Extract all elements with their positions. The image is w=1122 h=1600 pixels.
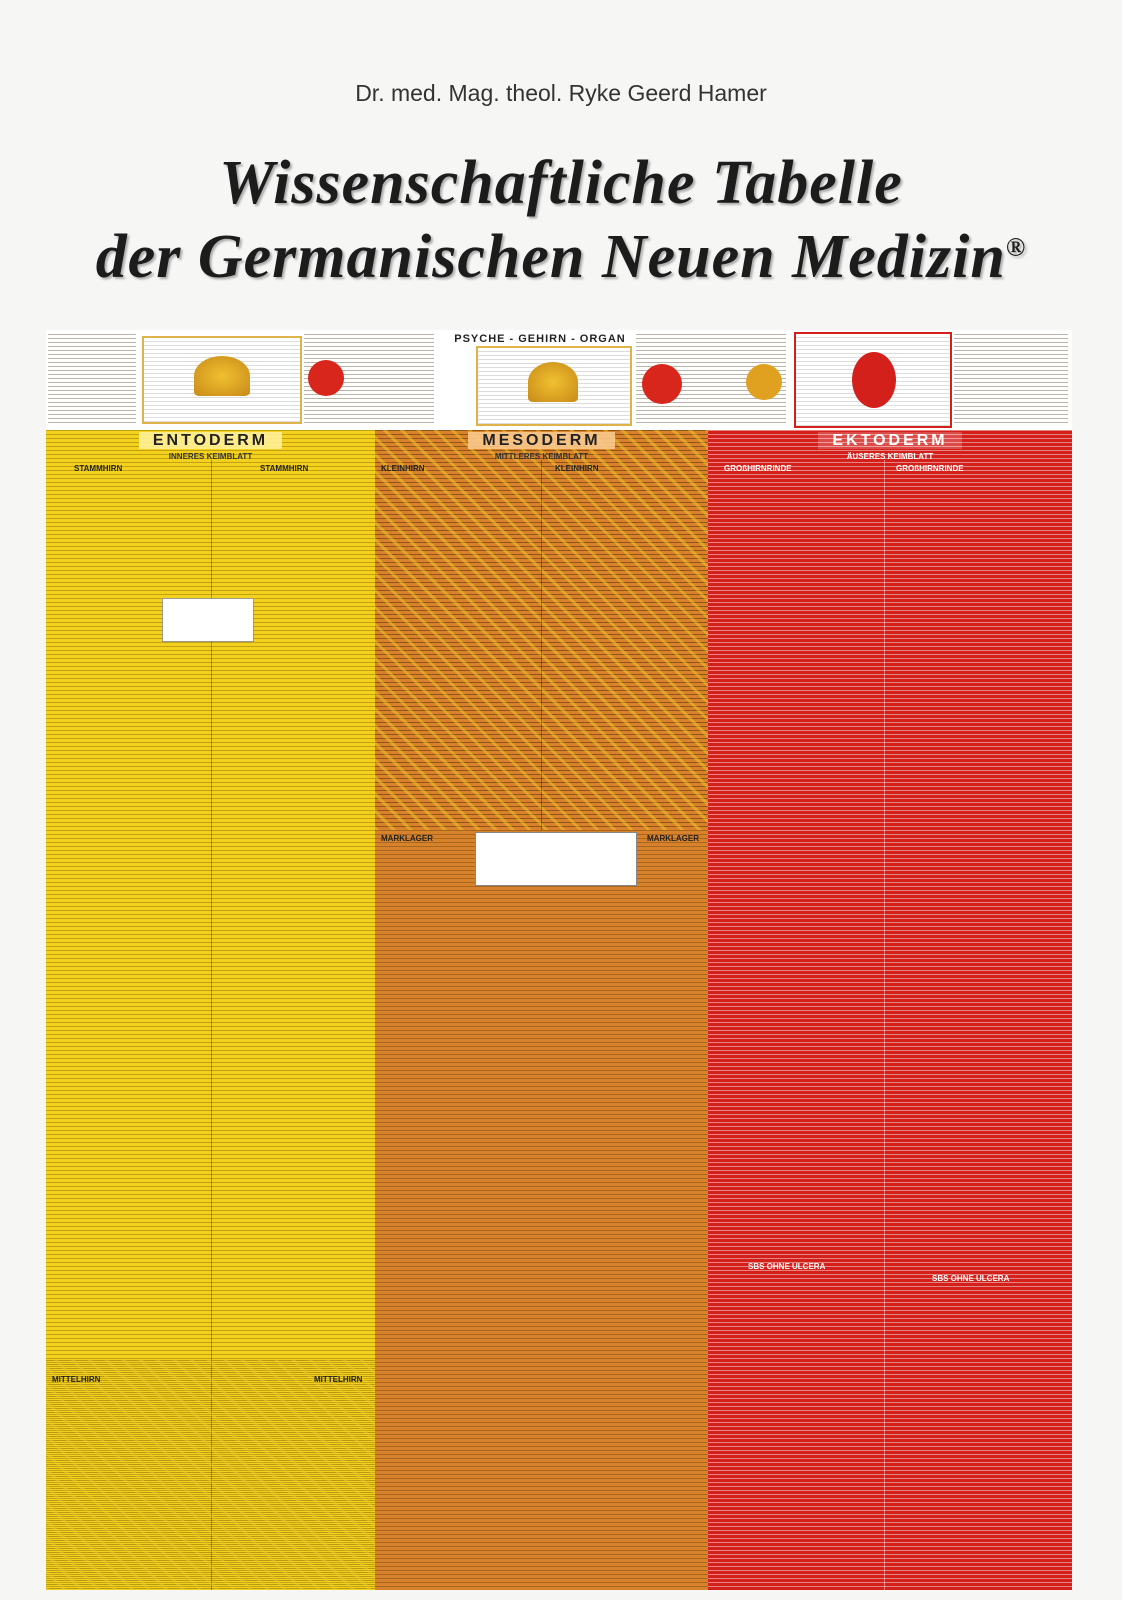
divider <box>211 460 212 1590</box>
column-subtitle: ÄUSERES KEIMBLATT <box>846 452 934 461</box>
column-title: MESODERM <box>468 432 615 449</box>
diagram-box <box>794 332 952 428</box>
section-label: MARKLAGER <box>647 834 699 843</box>
column-title: ENTODERM <box>138 432 283 449</box>
icon <box>746 364 782 400</box>
section-label: GROßHIRNRINDE <box>724 464 792 473</box>
column-ektoderm: EKTODERM ÄUSERES KEIMBLATT GROßHIRNRINDE… <box>708 430 1072 1590</box>
figure <box>475 832 637 886</box>
title-line: Wissenschaftliche Tabelle <box>219 149 903 217</box>
icon <box>642 364 682 404</box>
poster-header-strip <box>46 330 1072 430</box>
column-subtitle: INNERES KEIMBLATT <box>168 452 253 461</box>
diagram-box <box>476 346 632 426</box>
divider <box>541 460 542 830</box>
figure <box>162 598 254 642</box>
poster-header: PSYCHE - GEHIRN - ORGAN <box>454 333 626 345</box>
column-subtitle: MITTLERES KEIMBLATT <box>494 452 589 461</box>
section-label: MARKLAGER <box>381 834 433 843</box>
section-label: KLEINHIRN <box>381 464 425 473</box>
title-text: der Germanischen Neuen Medizin <box>95 223 1006 291</box>
brain-icon <box>528 362 578 402</box>
divider <box>884 460 885 1590</box>
section-label: SBS OHNE ULCERA <box>748 1262 826 1271</box>
column-title: EKTODERM <box>818 432 962 449</box>
text-block <box>48 334 136 424</box>
section-label: KLEINHIRN <box>555 464 599 473</box>
hatched-area <box>46 1360 375 1590</box>
column-mesoderm: MESODERM MITTLERES KEIMBLATT KLEINHIRN K… <box>375 430 708 1590</box>
section-label: STAMMHIRN <box>74 464 123 473</box>
section-label: MITTELHIRN <box>314 1375 363 1384</box>
section-label: STAMMHIRN <box>260 464 309 473</box>
text-block <box>954 334 1068 424</box>
brain-icon <box>852 352 896 408</box>
section-label: MITTELHIRN <box>52 1375 101 1384</box>
column-entoderm: ENTODERM INNERES KEIMBLATT STAMMHIRN STA… <box>46 430 375 1590</box>
icon <box>308 360 344 396</box>
diagram-box <box>142 336 302 424</box>
trademark: ® <box>1005 232 1027 262</box>
brain-icon <box>194 356 250 396</box>
text-texture <box>375 830 708 1590</box>
author: Dr. med. Mag. theol. Ryke Geerd Hamer <box>355 80 767 106</box>
section-label: GROßHIRNRINDE <box>896 464 964 473</box>
title-line: der Germanischen Neuen Medizin® <box>0 222 1122 293</box>
text-texture <box>708 430 1072 1590</box>
section-label: SBS OHNE ULCERA <box>932 1274 1010 1283</box>
hatched-area <box>375 430 708 830</box>
